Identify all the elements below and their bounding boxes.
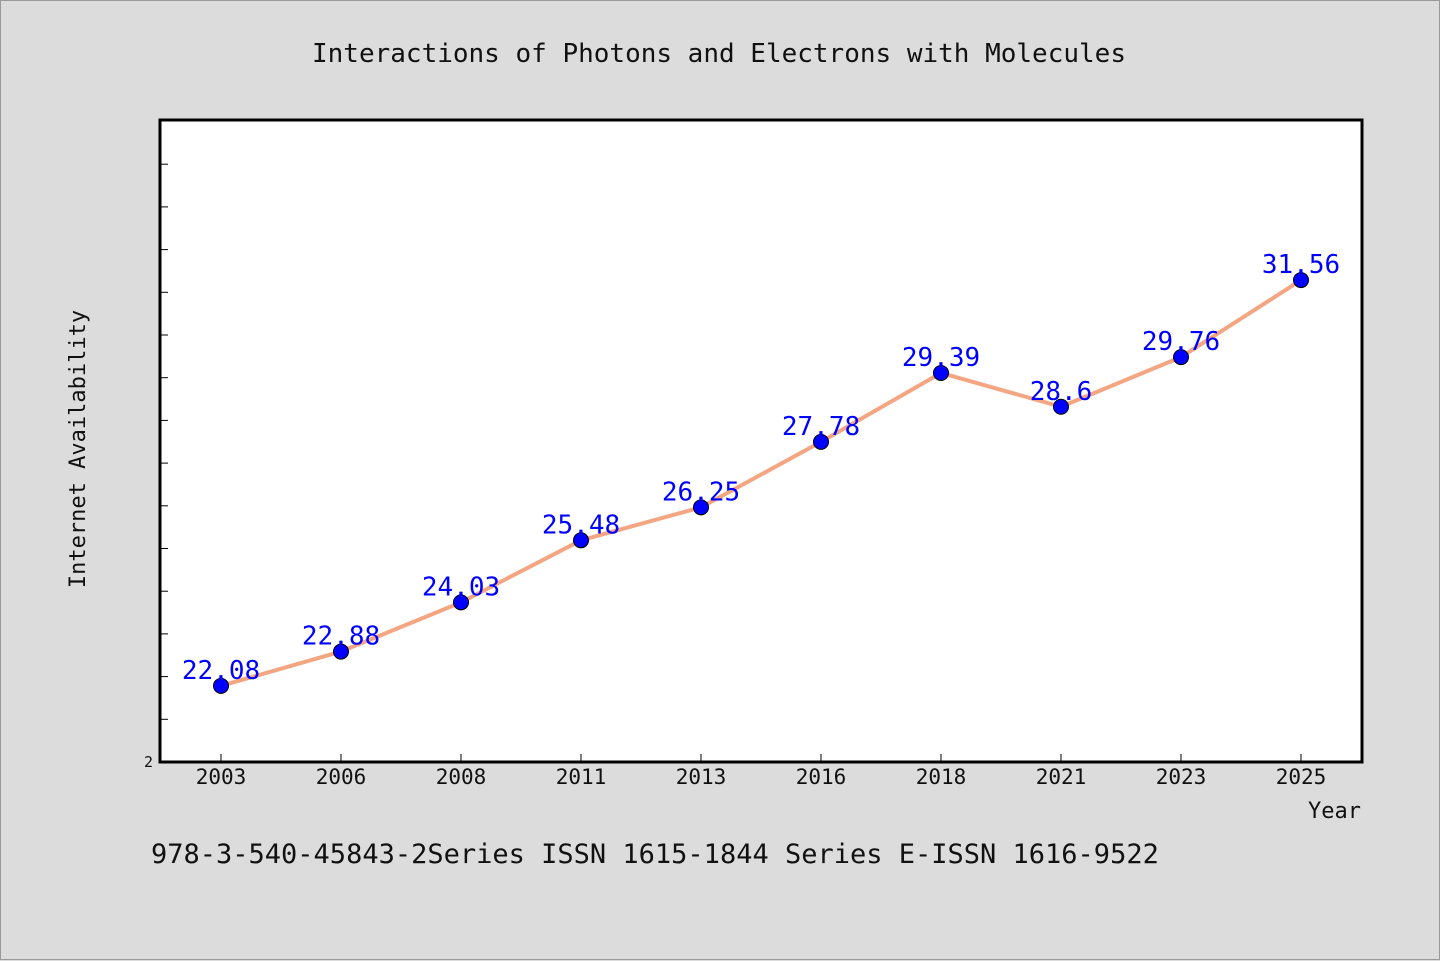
data-label: 22.08	[182, 656, 260, 686]
data-point	[1293, 272, 1309, 289]
x-axis-ticks	[220, 754, 1302, 762]
y-tick-label: 2	[144, 753, 153, 771]
data-label: 28.6	[1030, 377, 1093, 407]
x-tick-label: 2003	[196, 765, 247, 789]
x-tick-label: 2008	[436, 765, 487, 789]
data-label: 29.39	[902, 343, 980, 373]
y-axis-ticks	[160, 163, 168, 763]
series-line-group: 22.08 22.88 24.03 25.48 26.25 27.78 29.39 28.6 2…	[182, 250, 1340, 694]
x-axis-tick-labels: 2003 2006 2008 2011 2013 2016 2018 2021 2023 2025	[196, 765, 1327, 789]
data-point	[573, 532, 589, 549]
x-tick-label: 2011	[556, 765, 607, 789]
x-tick-label: 2018	[916, 765, 967, 789]
series-line	[220, 278, 1303, 688]
data-point	[813, 433, 829, 450]
x-tick-label: 2006	[316, 765, 367, 789]
data-label: 29.76	[1142, 327, 1220, 357]
x-tick-label: 2021	[1036, 765, 1087, 789]
data-point	[1173, 349, 1189, 366]
x-tick-label: 2013	[676, 765, 727, 789]
data-point	[453, 594, 469, 611]
x-tick-label: 2023	[1156, 765, 1207, 789]
data-point	[1053, 398, 1069, 415]
data-label: 31.56	[1262, 250, 1340, 280]
data-label: 24.03	[422, 572, 500, 602]
plot-area	[158, 118, 1364, 764]
data-label: 22.88	[302, 622, 380, 652]
x-axis-label: Year	[1308, 799, 1361, 824]
y-axis-label: Internet Availability	[66, 310, 91, 588]
data-point	[333, 643, 349, 660]
x-tick-label: 2016	[796, 765, 847, 789]
data-point	[213, 677, 229, 694]
data-label: 27.78	[782, 412, 860, 442]
chart-title: Interactions of Photons and Electrons wi…	[312, 39, 1126, 69]
x-tick-label: 2025	[1276, 765, 1327, 789]
data-label: 25.48	[542, 510, 620, 540]
data-point	[693, 499, 709, 516]
data-point	[933, 364, 949, 381]
footer-isbn-text: 978-3-540-45843-2Series ISSN 1615-1844 S…	[151, 839, 1159, 870]
data-label: 26.25	[662, 477, 740, 507]
